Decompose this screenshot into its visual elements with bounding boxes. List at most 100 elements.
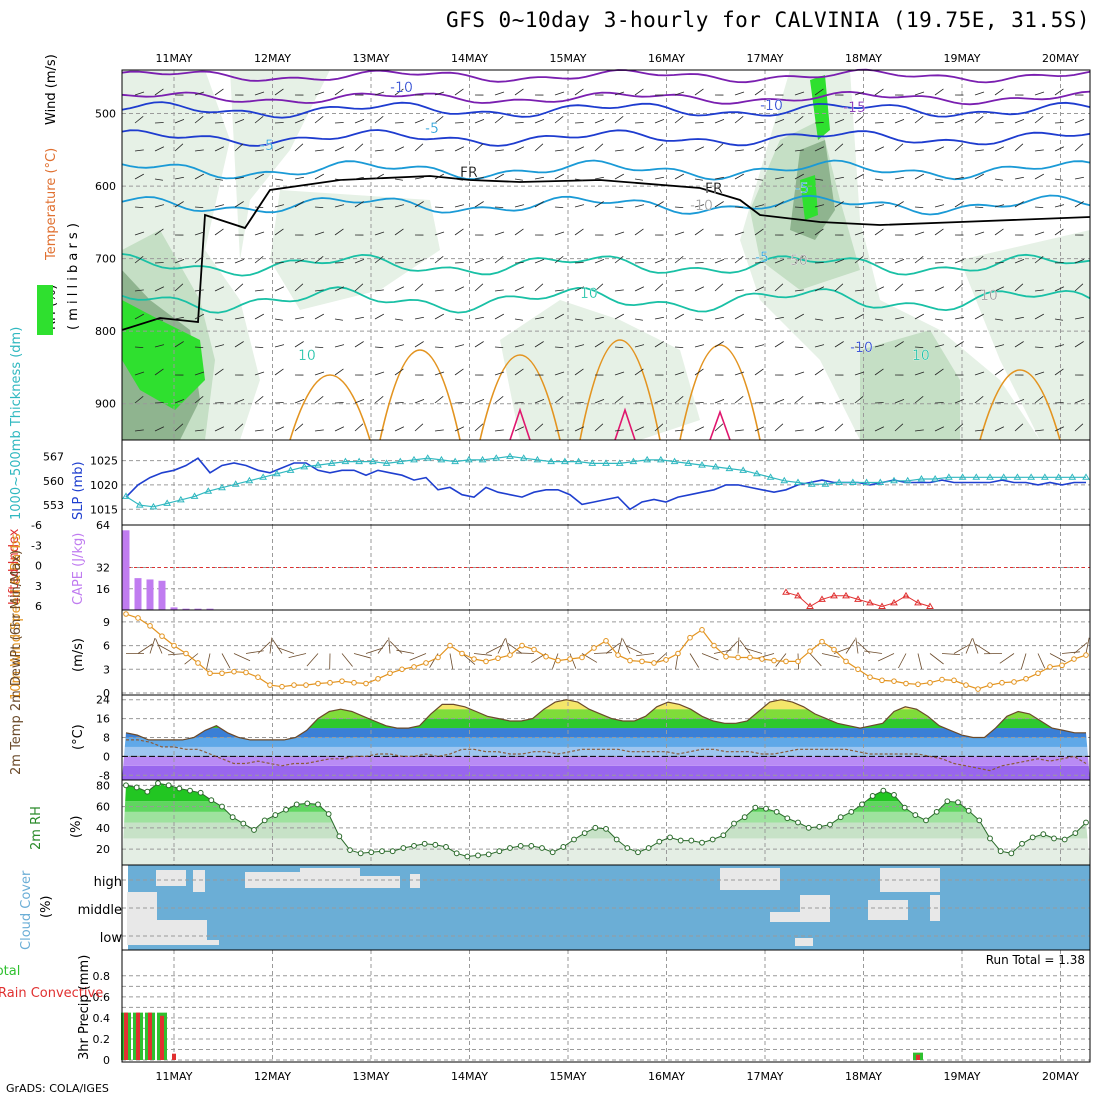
wind-barb bbox=[754, 286, 765, 292]
rh-marker bbox=[976, 817, 983, 824]
wind-barb bbox=[434, 256, 444, 264]
surface-wind-barb bbox=[515, 652, 535, 654]
cape-bar bbox=[134, 578, 142, 610]
wind-barb bbox=[614, 256, 624, 264]
wind-barb bbox=[854, 149, 864, 152]
wind-barb bbox=[174, 316, 184, 320]
surface-wind-barb bbox=[917, 653, 923, 670]
wind-barb bbox=[354, 283, 364, 292]
rh-marker bbox=[933, 808, 940, 815]
wind-barb bbox=[874, 88, 884, 96]
thickness-marker bbox=[122, 492, 130, 499]
wind-speed-marker bbox=[855, 666, 861, 673]
temp-band bbox=[122, 699, 1090, 710]
surface-wind-barb bbox=[389, 641, 403, 654]
wind-barb bbox=[694, 178, 704, 181]
rh-marker bbox=[400, 845, 407, 851]
wind-barb bbox=[694, 402, 704, 404]
wind-barb bbox=[1074, 259, 1085, 264]
rh-band bbox=[122, 838, 1090, 865]
rh-marker bbox=[347, 847, 353, 854]
wind-barb bbox=[914, 256, 924, 264]
wind-barb bbox=[314, 256, 324, 264]
pressure-tick-label: 600 bbox=[95, 180, 116, 193]
surface-wind-barb bbox=[233, 653, 251, 662]
cloud-gap-region bbox=[245, 872, 305, 888]
thickness-marker bbox=[1054, 473, 1063, 480]
wind-barb bbox=[214, 204, 225, 208]
wind-speed-marker bbox=[771, 657, 777, 664]
wind-label: Wind (m/s) bbox=[44, 54, 59, 125]
wind-barb bbox=[834, 399, 845, 404]
rh-shading-region bbox=[122, 300, 205, 410]
wind-barb bbox=[314, 429, 324, 432]
wind-barb bbox=[314, 231, 325, 236]
wind-barb bbox=[274, 318, 284, 321]
surface-wind-barb bbox=[1085, 637, 1090, 654]
wind-barb bbox=[1034, 206, 1044, 209]
surface-wind-barb bbox=[975, 643, 991, 654]
wind-barb bbox=[794, 173, 804, 180]
wind-barb bbox=[634, 368, 644, 376]
wind-barb bbox=[794, 429, 804, 432]
top-date-label: 15MAY bbox=[550, 52, 587, 65]
rh-marker bbox=[720, 832, 727, 839]
top-date-label: 16MAY bbox=[648, 52, 685, 65]
thickness-marker bbox=[451, 457, 460, 465]
isotherm-line bbox=[121, 90, 1091, 106]
isotherm-label: 10 bbox=[580, 286, 598, 302]
rh-unit-label: (%) bbox=[69, 816, 84, 839]
hot-isotherm-line bbox=[709, 409, 731, 441]
wind-barb bbox=[734, 429, 744, 432]
wind-speed-marker bbox=[579, 654, 585, 661]
rh-marker bbox=[315, 801, 321, 808]
cloud-level-label: middle bbox=[78, 903, 122, 918]
wind-barb bbox=[414, 423, 424, 432]
wind-barb bbox=[174, 143, 184, 152]
wind-barb bbox=[1054, 344, 1065, 348]
wind-speed-marker bbox=[783, 658, 789, 665]
wind-barb bbox=[374, 256, 384, 264]
rh-marker bbox=[165, 782, 172, 789]
wind-barb bbox=[194, 231, 205, 236]
wind-barb bbox=[214, 318, 224, 321]
wind-barb bbox=[274, 262, 284, 264]
wind-barb bbox=[914, 289, 924, 292]
wind-barb bbox=[234, 316, 244, 320]
wind-barb bbox=[554, 206, 564, 209]
wind-barb bbox=[274, 344, 285, 348]
wind-tick-label: 6 bbox=[103, 640, 110, 653]
precip-total-label: Total bbox=[0, 964, 20, 979]
wind-barb bbox=[694, 122, 704, 124]
wind-barb bbox=[974, 346, 984, 349]
wind-barb bbox=[254, 313, 264, 320]
wind-barb bbox=[474, 143, 484, 152]
rh-marker bbox=[229, 814, 236, 821]
wind-barb bbox=[254, 116, 264, 124]
wind-barb bbox=[434, 231, 445, 236]
wind-barb bbox=[934, 426, 945, 432]
wind-speed-marker bbox=[699, 627, 705, 633]
wind-barb bbox=[634, 286, 645, 292]
wind-barb bbox=[134, 289, 144, 292]
wind-speed-marker bbox=[483, 658, 489, 665]
wind-barb bbox=[994, 402, 1004, 404]
wind-barb bbox=[594, 283, 604, 292]
wind-barb bbox=[514, 204, 525, 208]
wind-barb bbox=[354, 176, 364, 180]
wind-barb bbox=[1054, 228, 1064, 236]
wind-barb bbox=[994, 178, 1004, 181]
rh-marker bbox=[688, 837, 695, 844]
thickness-marker bbox=[821, 480, 830, 487]
wind-barb bbox=[234, 143, 244, 152]
li-ylabel: Lifted Index bbox=[7, 528, 22, 605]
rh-marker bbox=[389, 848, 396, 855]
freezing-level-line bbox=[121, 175, 1091, 331]
upper-air-panel: -15 -10 -10 -5 -5 -5 FR FR -5 10 10 10 10 -10 -10 50 500… bbox=[37, 54, 1091, 441]
surface-wind-barb bbox=[744, 647, 763, 654]
wind-barb bbox=[574, 368, 584, 376]
wind-barb bbox=[314, 116, 324, 124]
wind-barb bbox=[714, 119, 725, 124]
wind-barb bbox=[874, 122, 884, 124]
wind-barb bbox=[1014, 283, 1024, 292]
